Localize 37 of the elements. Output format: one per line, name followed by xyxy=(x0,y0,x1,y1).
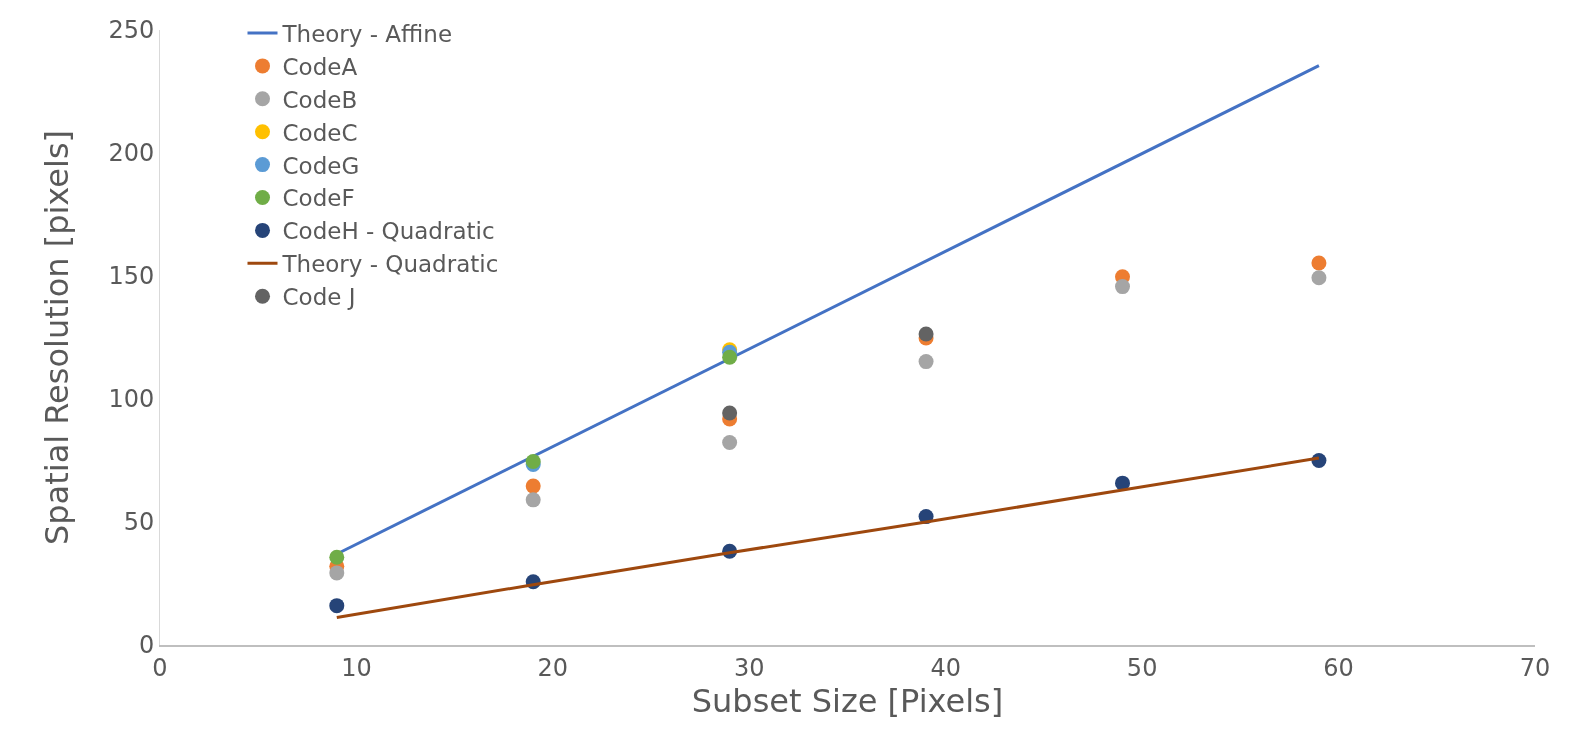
point xyxy=(329,549,345,565)
point xyxy=(525,492,541,508)
y-tick-label: 150 xyxy=(108,262,155,291)
point xyxy=(1311,255,1327,271)
x-tick-label: 70 xyxy=(1519,653,1551,682)
x-tick-label: 40 xyxy=(930,653,961,682)
point xyxy=(329,598,345,614)
point xyxy=(918,326,934,342)
y-tick-label: 250 xyxy=(108,16,155,45)
x-tick-label: 20 xyxy=(537,653,569,682)
point xyxy=(1311,270,1327,286)
point xyxy=(329,565,345,581)
point xyxy=(918,354,934,370)
point xyxy=(722,435,738,451)
legend-label: Theory - Affine xyxy=(281,20,453,47)
legend-label: CodeA xyxy=(282,53,358,80)
legend-label: Theory - Quadratic xyxy=(281,251,499,278)
y-axis-title: Spatial Resolution [pixels] xyxy=(37,129,76,546)
legend-label: CodeB xyxy=(282,86,358,113)
point xyxy=(722,405,738,421)
legend-label: CodeG xyxy=(282,152,360,179)
legend-label: CodeH - Quadratic xyxy=(282,218,495,245)
legend-label: Code J xyxy=(282,284,356,311)
y-tick-label: 0 xyxy=(138,631,155,660)
point xyxy=(722,349,738,365)
x-tick-label: 30 xyxy=(734,653,765,682)
y-tick-label: 200 xyxy=(108,139,155,168)
x-tick-label: 10 xyxy=(341,653,372,682)
point xyxy=(1115,279,1130,295)
x-axis-title: Subset Size [Pixels] xyxy=(691,681,1004,720)
point xyxy=(525,478,541,494)
legend-label: CodeC xyxy=(282,119,358,146)
y-tick-label: 50 xyxy=(123,508,155,537)
y-tick-label: 100 xyxy=(108,385,155,414)
x-tick-label: 60 xyxy=(1323,653,1354,682)
x-tick-label: 50 xyxy=(1126,653,1158,682)
legend-label: CodeF xyxy=(282,185,355,212)
